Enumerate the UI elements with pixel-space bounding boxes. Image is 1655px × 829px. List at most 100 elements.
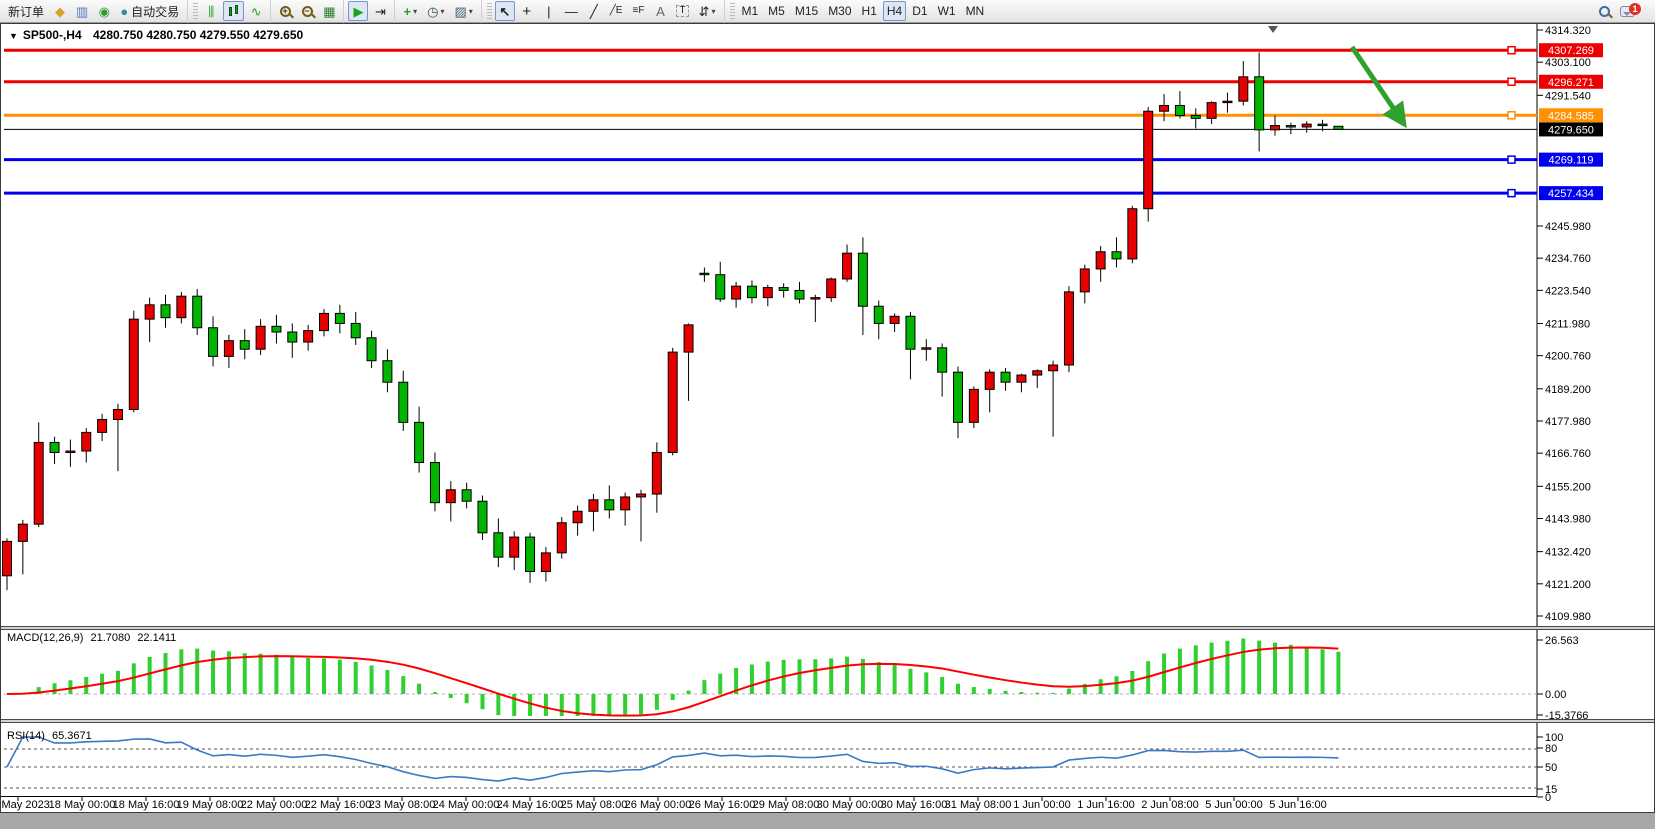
line-endpoint-handle[interactable] — [1507, 155, 1516, 164]
templates-icon[interactable]: ▨ ▾ — [454, 3, 473, 19]
price-level-label — [1539, 74, 1603, 89]
gold-icon[interactable]: ◆ — [55, 3, 66, 19]
time-axis-label: 5 Jun 00:00 — [1205, 799, 1263, 811]
timeframe-h4[interactable]: H4 — [882, 1, 907, 21]
candlestick — [588, 499, 599, 512]
candlestick — [128, 318, 139, 410]
price-tick-label: 4177.980 — [1545, 416, 1591, 428]
candlestick — [493, 532, 504, 558]
scroll-group: ▶ ⇥ — [343, 0, 394, 23]
arrows-tool-icon[interactable]: ⇵ ▾ — [698, 3, 716, 19]
candlestick — [176, 295, 187, 319]
vline-icon[interactable]: | — [547, 3, 551, 19]
candlestick — [699, 272, 710, 276]
candlestick — [525, 536, 536, 572]
window-bottom-strip — [0, 813, 1655, 829]
candlestick — [1079, 268, 1090, 293]
price-level-label — [1539, 186, 1603, 201]
new-order-button[interactable]: 新订单 — [8, 4, 45, 19]
timeframe-w1[interactable]: W1 — [937, 4, 956, 18]
candlestick — [1174, 104, 1185, 117]
line-endpoint-handle[interactable] — [1507, 111, 1516, 120]
line-endpoint-handle[interactable] — [1507, 77, 1516, 87]
rsi-panel-divider[interactable] — [1, 719, 1654, 723]
time-axis-label: 30 May 16:00 — [881, 799, 948, 811]
candlestick — [1254, 76, 1265, 131]
candlestick — [556, 522, 567, 554]
candlestick — [746, 285, 757, 299]
candlestick — [366, 337, 377, 362]
notifications-icon[interactable]: 1 — [1616, 1, 1641, 21]
candlestick — [1159, 104, 1170, 112]
timeframe-m5[interactable]: M5 — [768, 4, 785, 18]
time-axis-label: 26 May 00:00 — [625, 799, 692, 811]
macd-signal-line — [6, 646, 1339, 717]
equidistant-channel-icon[interactable]: ╱E — [609, 5, 623, 16]
candlestick — [620, 496, 631, 511]
main-toolbar: 新订单 ◆ ▥ ◉ ● 自动交易 ⫼ ∿ + − ▦ ▶ ⇥ + ▾ ◷ ▾ ▨ ▾ … — [0, 0, 1655, 23]
zoom-out-icon[interactable]: − — [297, 1, 317, 21]
line-endpoint-handle[interactable] — [1507, 188, 1516, 198]
macd-panel-divider[interactable] — [1, 626, 1654, 630]
autoscroll-icon[interactable]: ▶ — [348, 1, 369, 21]
periods-icon[interactable]: ◷ ▾ — [427, 3, 445, 19]
candlestick — [1333, 125, 1344, 130]
time-axis-label: 1 Jun 00:00 — [1013, 799, 1071, 811]
candlestick — [1222, 100, 1233, 104]
timeframe-m1[interactable]: M1 — [741, 4, 759, 18]
time-axis-label: 22 May 16:00 — [305, 799, 372, 811]
bar-chart-icon[interactable]: ⫼ — [208, 3, 215, 19]
cursor-icon[interactable]: ↖ — [494, 1, 515, 21]
line-endpoint-handle[interactable] — [1507, 45, 1516, 55]
insert-group: + ▾ ◷ ▾ ▨ ▾ — [394, 0, 480, 23]
price-tick-label: 4200.760 — [1545, 351, 1591, 363]
candlestick-chart-icon[interactable] — [223, 1, 245, 21]
candlestick — [223, 340, 234, 357]
line-chart-icon[interactable]: ∿ — [250, 3, 262, 19]
drawing-group: ↖ + | — ╱ ╱E ≡F A T ⇵ ▾ — [480, 0, 724, 23]
macd-axis-label: 0.00 — [1545, 689, 1566, 701]
candlestick — [97, 419, 108, 433]
candlestick — [65, 450, 76, 453]
candlestick — [1127, 208, 1138, 260]
tile-windows-icon[interactable]: ▦ — [323, 3, 336, 19]
candlestick — [984, 371, 995, 390]
candlestick — [651, 451, 662, 495]
chart-shift-icon[interactable]: ⇥ — [375, 3, 386, 19]
signals-icon[interactable]: ◉ — [98, 3, 110, 19]
auto-trading-button[interactable]: ● 自动交易 — [116, 1, 183, 21]
fibonacci-icon[interactable]: ≡F — [632, 5, 645, 16]
candlestick — [1143, 110, 1154, 210]
candlestick — [477, 500, 488, 534]
zoom-group: + − ▦ — [270, 0, 343, 23]
rsi-axis-label: 15 — [1545, 784, 1557, 796]
trend-arrow-annotation[interactable] — [1349, 45, 1407, 129]
market-depth-icon[interactable]: ▥ — [76, 3, 89, 19]
price-level-label-text: 4284.585 — [1548, 110, 1594, 122]
timeframe-mn[interactable]: MN — [965, 4, 985, 18]
candlestick — [968, 388, 979, 423]
toolbar-grip — [486, 3, 492, 19]
timeframe-d1[interactable]: D1 — [912, 4, 928, 18]
timeframe-h1[interactable]: H1 — [861, 4, 877, 18]
candlestick — [1016, 374, 1027, 383]
time-axis-label: 18 May 16:00 — [113, 799, 180, 811]
trendline-icon[interactable]: ╱ — [589, 3, 598, 19]
toolbar-grip — [729, 3, 735, 19]
chart-symbol-period: SP500-,H4 — [22, 28, 82, 42]
time-axis-label: 23 May 08:00 — [369, 799, 436, 811]
time-axis-label: 24 May 16:00 — [497, 799, 564, 811]
crosshair-icon[interactable]: + — [522, 2, 532, 20]
text-label-icon[interactable]: T — [672, 1, 692, 21]
candlestick — [810, 297, 821, 300]
timeframe-m15[interactable]: M15 — [794, 4, 819, 18]
time-axis-label: 22 May 00:00 — [241, 799, 308, 811]
indicators-icon[interactable]: + ▾ — [403, 3, 418, 19]
hline-icon[interactable]: — — [564, 3, 578, 19]
search-icon[interactable] — [1594, 1, 1614, 21]
timeframe-m30[interactable]: M30 — [828, 4, 852, 18]
price-tick-label: 4211.980 — [1545, 318, 1590, 330]
window-menu-icon[interactable]: ▼ — [9, 31, 18, 41]
zoom-in-icon[interactable]: + — [275, 1, 295, 21]
text-icon[interactable]: A — [656, 3, 665, 19]
